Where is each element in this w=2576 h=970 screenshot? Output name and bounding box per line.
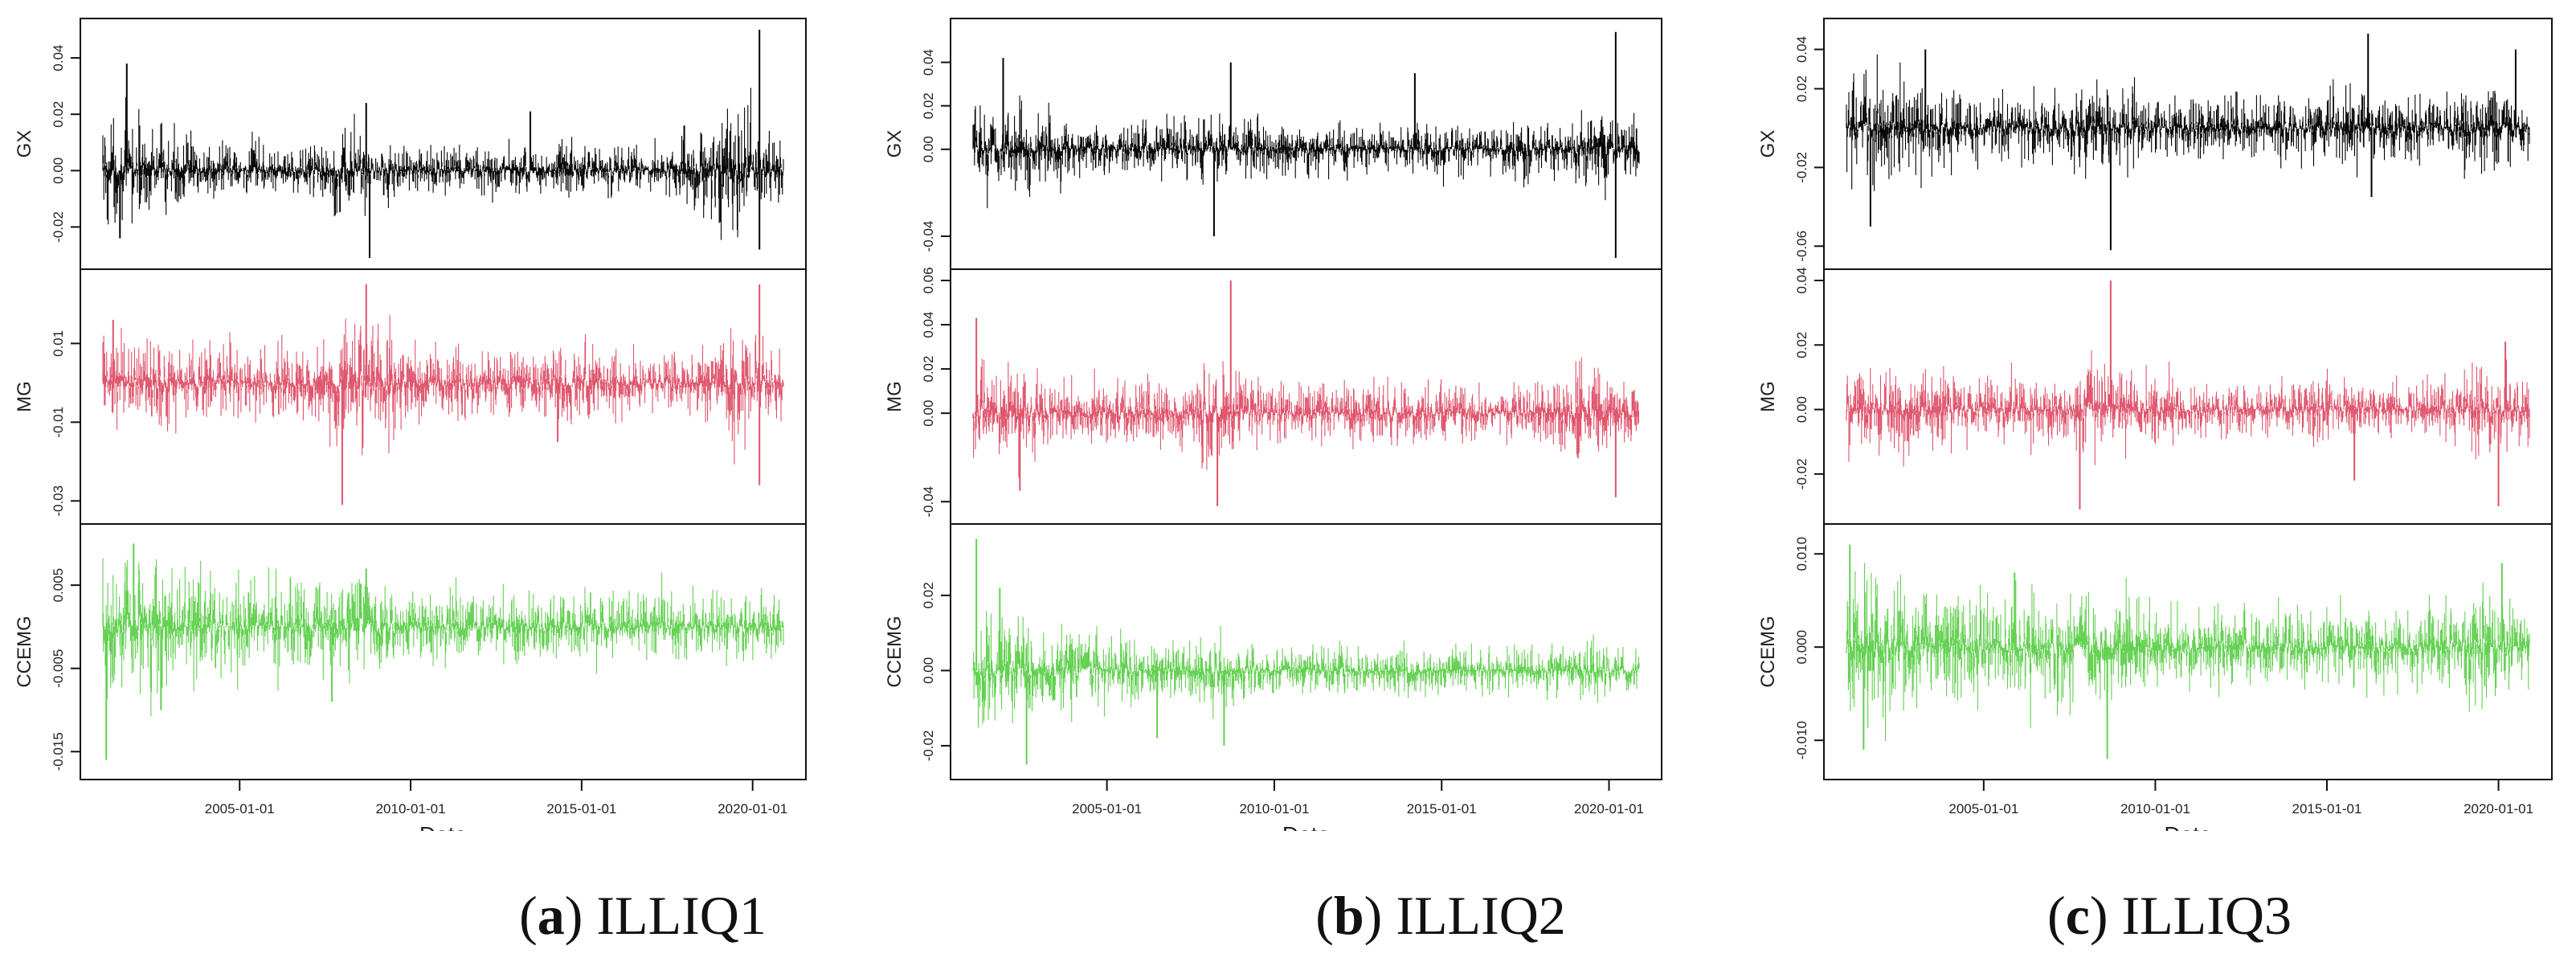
xtick-label-1: 2010-01-01 xyxy=(1239,801,1309,817)
panel-label-ccemg: CCEMG xyxy=(884,616,906,687)
ytick-label-ccemg-0: -0.010 xyxy=(1794,721,1809,759)
ytick-label-gx-2: 0.02 xyxy=(51,101,66,128)
ytick-label-mg-0: -0.02 xyxy=(1794,458,1809,489)
ytick-label-gx-3: 0.04 xyxy=(1794,36,1809,63)
ytick-label-gx-1: 0.00 xyxy=(921,136,936,162)
series-line-gx xyxy=(102,88,784,240)
caption-a: (a) ILLIQ1 xyxy=(519,885,767,946)
panel-frame-ccemg xyxy=(950,523,1662,780)
panel-label-ccemg: CCEMG xyxy=(14,616,35,687)
series-line-mg xyxy=(102,314,784,465)
xtick-label-0: 2005-01-01 xyxy=(1948,801,2018,817)
ytick-label-ccemg-2: 0.010 xyxy=(1794,537,1809,571)
caption-c: (c) ILLIQ3 xyxy=(2047,885,2292,946)
ytick-label-mg-2: 0.02 xyxy=(1794,332,1809,358)
ytick-label-gx-1: 0.00 xyxy=(51,158,66,184)
chart-b: -0.04 0.00 0.02 0.04 GX -0.04 0.00 0.02 0.04 0.06… xyxy=(884,18,1662,847)
xtick-label-0: 2005-01-01 xyxy=(205,801,275,817)
x-axis-label: Date xyxy=(419,822,467,847)
xtick-label-2: 2015-01-01 xyxy=(1407,801,1477,817)
ytick-label-ccemg-1: 0.00 xyxy=(921,657,936,684)
ytick-label-ccemg-0: -0.015 xyxy=(51,732,66,771)
panel-label-ccemg: CCEMG xyxy=(1757,616,1779,687)
panel-frame-gx xyxy=(80,18,807,270)
ytick-label-ccemg-2: 0.02 xyxy=(921,582,936,608)
ytick-label-mg-3: 0.04 xyxy=(921,312,936,338)
ytick-label-ccemg-0: -0.02 xyxy=(921,731,936,762)
ytick-label-gx-3: 0.04 xyxy=(51,45,66,72)
panel-ccemg: -0.010 0.000 0.010 CCEMG xyxy=(1757,523,2553,780)
panel-label-mg: MG xyxy=(884,381,906,412)
panel-label-gx: GX xyxy=(14,130,35,158)
xtick-label-3: 2020-01-01 xyxy=(718,801,787,817)
series-line-ccemg xyxy=(1846,563,2530,742)
panel-frame-ccemg xyxy=(1823,523,2553,780)
panel-mg: -0.04 0.00 0.02 0.04 0.06 MG xyxy=(884,267,1662,525)
ytick-label-gx-1: -0.02 xyxy=(1794,152,1809,183)
caption-b: (b) ILLIQ2 xyxy=(1315,885,1566,946)
ytick-label-ccemg-1: 0.000 xyxy=(1794,630,1809,665)
chart-c: -0.06-0.020.020.04GX-0.020.000.020.04MG-… xyxy=(1757,18,2553,847)
ytick-label-gx-0: -0.02 xyxy=(51,211,66,243)
panel-gx: -0.06 -0.02 0.02 0.04 GX xyxy=(1757,18,2553,270)
ytick-label-mg-2: 0.01 xyxy=(51,330,66,357)
xtick-label-3: 2020-01-01 xyxy=(1574,801,1644,817)
series-line-gx xyxy=(1846,54,2530,191)
series-line-mg xyxy=(972,357,1640,477)
panel-ccemg: -0.02 0.00 0.02 CCEMG xyxy=(884,523,1662,780)
ytick-label-gx-0: -0.04 xyxy=(921,221,936,252)
ytick-label-mg-4: 0.06 xyxy=(921,267,936,293)
ytick-label-gx-0: -0.06 xyxy=(1794,231,1809,262)
xtick-label-0: 2005-01-01 xyxy=(1072,801,1142,817)
xtick-label-1: 2010-01-01 xyxy=(2120,801,2190,817)
ytick-label-mg-1: 0.00 xyxy=(921,400,936,427)
xtick-label-1: 2010-01-01 xyxy=(376,801,446,817)
ytick-label-mg-1: -0.01 xyxy=(51,407,66,438)
xtick-label-2: 2015-01-01 xyxy=(2292,801,2362,817)
panel-frame-ccemg xyxy=(80,523,807,780)
panel-gx: -0.02 0.00 0.02 0.04 GX xyxy=(14,18,807,270)
xtick-label-3: 2020-01-01 xyxy=(2464,801,2533,817)
panel-label-gx: GX xyxy=(1757,130,1779,158)
panel-mg: -0.02 0.00 0.02 0.04 MG xyxy=(1757,267,2553,525)
panel-ccemg: -0.015 -0.005 0.005 CCEMG xyxy=(14,523,807,780)
ytick-label-mg-2: 0.02 xyxy=(921,356,936,383)
ytick-label-ccemg-1: -0.005 xyxy=(51,649,66,688)
ytick-label-ccemg-2: 0.005 xyxy=(51,568,66,603)
ytick-label-gx-3: 0.04 xyxy=(921,49,936,76)
series-line-ccemg xyxy=(972,611,1640,728)
xtick-label-2: 2015-01-01 xyxy=(546,801,616,817)
panel-label-gx: GX xyxy=(884,130,906,158)
ytick-label-mg-0: -0.03 xyxy=(51,485,66,517)
ytick-label-mg-0: -0.04 xyxy=(921,486,936,518)
x-axis-label: Date xyxy=(1282,822,1330,847)
series-line-gx xyxy=(972,95,1640,209)
panel-label-mg: MG xyxy=(14,381,35,412)
series-line-ccemg xyxy=(102,558,784,717)
ytick-label-gx-2: 0.02 xyxy=(921,92,936,119)
panel-mg: -0.03 -0.01 0.01 MG xyxy=(14,268,807,525)
chart-a: -0.02 0.00 0.02 0.04 GX -0.03 -0.01 0.01 MG -0.01… xyxy=(14,18,807,847)
series-line-mg xyxy=(1846,350,2530,467)
x-axis-label: Date xyxy=(2164,822,2211,847)
panel-gx: -0.04 0.00 0.02 0.04 GX xyxy=(884,18,1662,270)
panel-label-mg: MG xyxy=(1757,381,1779,412)
ytick-label-gx-2: 0.02 xyxy=(1794,76,1809,102)
ytick-label-mg-1: 0.00 xyxy=(1794,396,1809,423)
ytick-label-mg-3: 0.04 xyxy=(1794,267,1809,293)
